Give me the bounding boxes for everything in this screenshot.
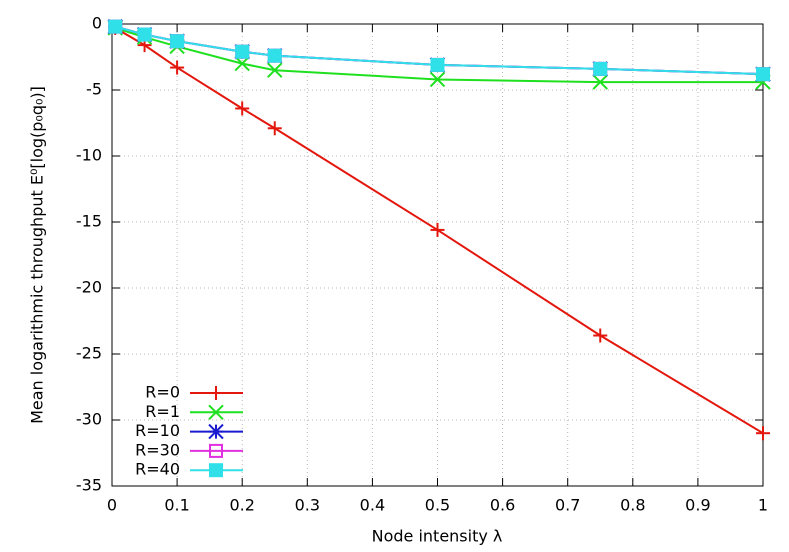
- y-tick-label: -10: [76, 146, 102, 165]
- marker: [209, 463, 223, 478]
- legend-label: R=1: [145, 402, 180, 421]
- marker: [208, 423, 224, 440]
- marker-stroke: [234, 55, 250, 72]
- x-tick-label: 0.2: [229, 496, 254, 515]
- marker: [235, 101, 250, 116]
- marker: [108, 19, 123, 34]
- y-tick-label: -35: [76, 476, 102, 495]
- plot-frame: [111, 23, 764, 487]
- marker: [209, 386, 223, 400]
- x-tick-label: 0.7: [555, 496, 580, 515]
- legend-label: R=30: [135, 440, 180, 459]
- x-tick-label: 0.5: [425, 496, 450, 515]
- y-tick-label: -5: [86, 80, 102, 99]
- marker-square: [593, 61, 608, 76]
- marker-square: [137, 27, 152, 42]
- marker: [208, 404, 224, 421]
- marker: [756, 426, 770, 441]
- y-tick-label: 0: [92, 14, 102, 33]
- marker: [209, 443, 223, 458]
- x-axis-label: Node intensity λ: [372, 527, 503, 546]
- marker: [234, 55, 250, 72]
- series-line: [114, 27, 763, 84]
- x-tick-label: 0.6: [490, 496, 515, 515]
- y-tick-label: -25: [76, 344, 102, 363]
- marker-square: [209, 443, 223, 458]
- y-tick-label: -15: [76, 212, 102, 231]
- marker-square: [430, 57, 445, 72]
- x-tick-label: 0.8: [620, 496, 645, 515]
- marker: [235, 44, 250, 59]
- marker: [170, 34, 185, 49]
- x-tick-label: 0.3: [295, 496, 320, 515]
- marker: [267, 62, 283, 78]
- marker: [429, 71, 446, 88]
- marker-square: [170, 34, 185, 49]
- marker-stroke: [208, 404, 224, 421]
- y-axis-label: Mean logarithmic throughput E⁰[log(p₀q₀)…: [28, 86, 47, 424]
- marker: [593, 328, 608, 343]
- x-tick-label: 1: [758, 496, 768, 515]
- y-tick-label: -20: [76, 278, 102, 297]
- legend-label: R=40: [135, 460, 180, 479]
- marker-stroke: [267, 62, 283, 78]
- legend-label: R=10: [135, 421, 180, 440]
- x-tick-label: 0.1: [164, 496, 189, 515]
- y-tick-label: -30: [76, 410, 102, 429]
- x-tick-label: 0.4: [360, 496, 385, 515]
- x-tick-label: 0: [107, 496, 117, 515]
- legend-label: R=0: [145, 383, 180, 402]
- marker: [137, 27, 152, 42]
- marker: [430, 222, 445, 237]
- marker: [756, 67, 770, 82]
- marker-square: [756, 67, 770, 82]
- marker-square: [108, 19, 123, 34]
- marker: [430, 57, 445, 72]
- marker: [593, 61, 608, 76]
- marker: [170, 60, 185, 75]
- marker-stroke: [592, 74, 608, 90]
- marker-stroke: [208, 423, 224, 440]
- marker-square: [209, 463, 223, 478]
- marker: [267, 121, 282, 136]
- marker-stroke: [429, 71, 446, 88]
- marker: [592, 74, 608, 90]
- marker-square: [267, 48, 282, 63]
- marker-square: [235, 44, 250, 59]
- x-tick-label: 0.9: [685, 496, 710, 515]
- marker: [267, 48, 282, 63]
- series-line: [114, 27, 764, 435]
